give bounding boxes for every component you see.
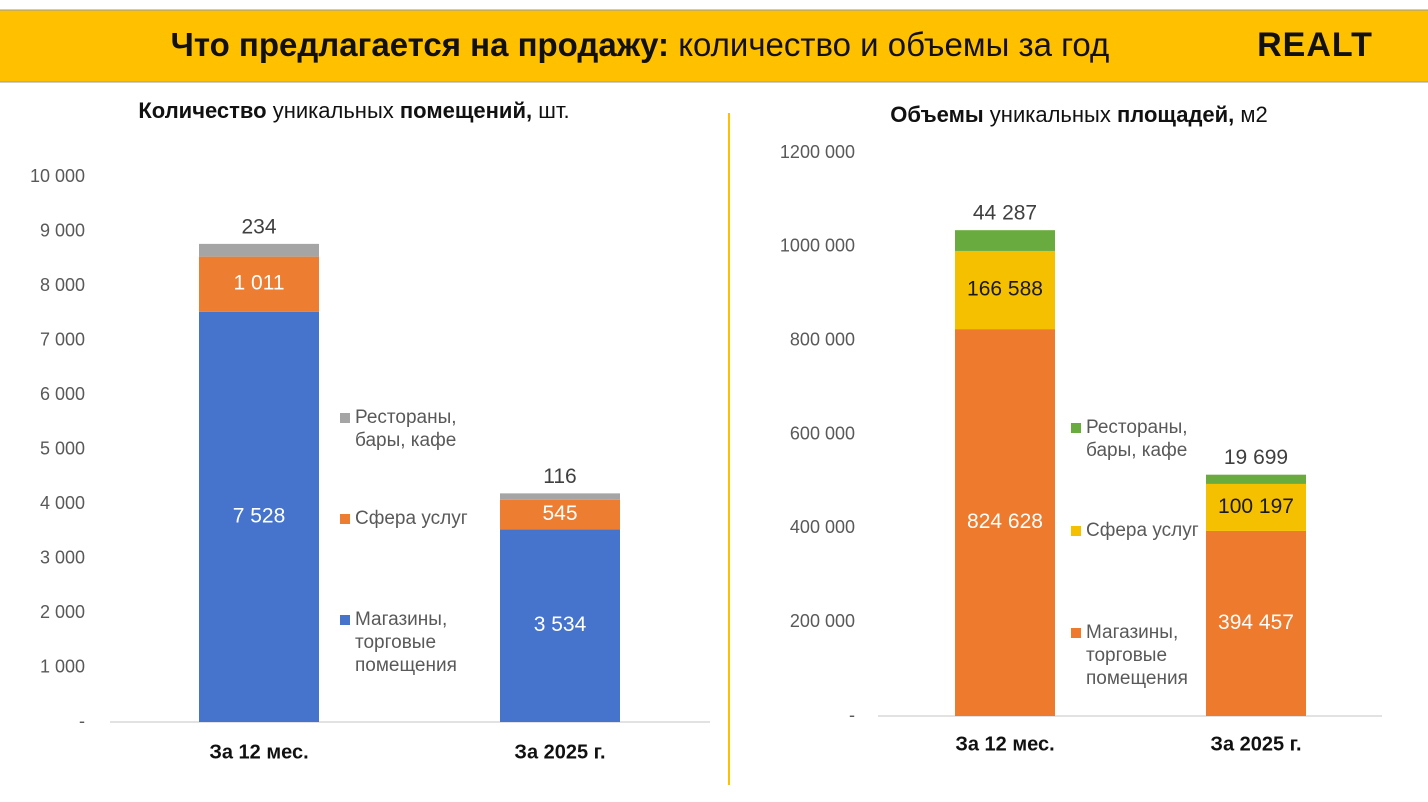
y-tick-label: 1 000 — [40, 656, 85, 676]
title-part: м2 — [1240, 102, 1267, 127]
bar-segment — [1206, 530, 1306, 716]
title-part: Объемы — [890, 102, 983, 127]
y-tick-label: 3 000 — [40, 547, 85, 567]
y-tick-label: - — [79, 711, 85, 731]
data-label: 234 — [241, 215, 276, 238]
y-tick-label: 600 000 — [790, 423, 855, 443]
bar-segment — [1206, 474, 1306, 484]
data-label: 166 588 — [967, 278, 1043, 301]
legend-label: Магазины, торговые помещения — [1086, 622, 1188, 689]
bar-segment — [199, 311, 319, 722]
title-bold: Что предлагается на продажу: — [171, 26, 669, 63]
x-tick-label: За 12 мес. — [955, 733, 1054, 755]
y-tick-label: 9 000 — [40, 220, 85, 240]
title-part: Количество — [138, 98, 266, 123]
page-title: Что предлагается на продажу: количество … — [171, 26, 1110, 63]
legend-label: Рестораны, бары, кафе — [1086, 417, 1188, 461]
legend-swatch — [340, 514, 350, 524]
data-label: 100 197 — [1218, 495, 1294, 518]
x-tick-label: За 2025 г. — [514, 741, 605, 763]
title-part: уникальных — [990, 102, 1111, 127]
legend-swatch — [1071, 423, 1081, 433]
y-tick-label: 6 000 — [40, 384, 85, 404]
header-band — [0, 10, 1428, 82]
legend-swatch — [1071, 526, 1081, 536]
y-tick-label: 5 000 — [40, 438, 85, 458]
y-tick-label: 7 000 — [40, 329, 85, 349]
y-tick-label: 1000 000 — [780, 236, 855, 256]
bar-segment — [955, 329, 1055, 716]
bar-segment — [955, 230, 1055, 251]
x-tick-label: За 12 мес. — [209, 741, 308, 763]
bar-segment — [500, 529, 620, 722]
chart-title: Объемы уникальных площадей, м2 — [890, 102, 1268, 127]
y-tick-label: 400 000 — [790, 517, 855, 537]
y-tick-label: 2 000 — [40, 602, 85, 622]
title-part: помещений, — [400, 98, 532, 123]
title-part: уникальных — [273, 98, 394, 123]
legend-label: Рестораны, бары, кафе — [355, 407, 457, 451]
data-label: 44 287 — [973, 202, 1037, 225]
chart-title: Количество уникальных помещений, шт. — [138, 98, 569, 123]
x-tick-label: За 2025 г. — [1210, 733, 1301, 755]
data-label: 545 — [542, 502, 577, 525]
y-tick-label: 10 000 — [30, 166, 85, 186]
title-part: шт. — [538, 98, 569, 123]
legend-label: Магазины, торговые помещения — [355, 609, 457, 676]
y-tick-label: 800 000 — [790, 329, 855, 349]
bar-segment — [199, 243, 319, 257]
y-tick-label: - — [849, 705, 855, 725]
y-tick-label: 200 000 — [790, 611, 855, 631]
y-tick-label: 4 000 — [40, 493, 85, 513]
bar-segment — [1206, 483, 1306, 531]
bar-segment — [500, 493, 620, 500]
data-label: 19 699 — [1224, 446, 1288, 469]
title-rest: количество и объемы за год — [678, 26, 1109, 63]
data-label: 1 011 — [234, 272, 285, 295]
y-tick-label: 1200 000 — [780, 142, 855, 162]
bar-segment — [500, 499, 620, 530]
legend-label: Сфера услуг — [355, 508, 468, 529]
data-label: 7 528 — [233, 504, 286, 527]
data-label: 394 457 — [1218, 611, 1294, 634]
logo: REALT — [1257, 26, 1373, 64]
bar-segment — [199, 256, 319, 312]
data-label: 116 — [543, 465, 576, 488]
y-tick-label: 8 000 — [40, 275, 85, 295]
bar-segment — [955, 250, 1055, 330]
legend-label: Сфера услуг — [1086, 520, 1199, 541]
data-label: 3 534 — [534, 613, 587, 636]
legend-swatch — [340, 413, 350, 423]
data-label: 824 628 — [967, 510, 1043, 533]
title-part: площадей, — [1117, 102, 1234, 127]
legend-swatch — [1071, 628, 1081, 638]
legend-swatch — [340, 615, 350, 625]
